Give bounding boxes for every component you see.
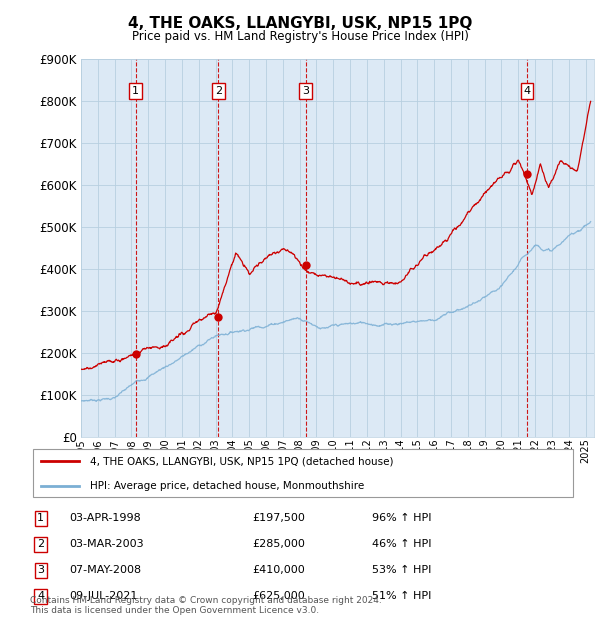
Text: 4, THE OAKS, LLANGYBI, USK, NP15 1PQ: 4, THE OAKS, LLANGYBI, USK, NP15 1PQ — [128, 16, 472, 30]
Text: Price paid vs. HM Land Registry's House Price Index (HPI): Price paid vs. HM Land Registry's House … — [131, 30, 469, 43]
Text: 3: 3 — [302, 86, 309, 96]
Text: 46% ↑ HPI: 46% ↑ HPI — [372, 539, 431, 549]
Text: 09-JUL-2021: 09-JUL-2021 — [69, 591, 137, 601]
Text: HPI: Average price, detached house, Monmouthshire: HPI: Average price, detached house, Monm… — [90, 481, 364, 491]
Text: £285,000: £285,000 — [252, 539, 305, 549]
Text: 1: 1 — [132, 86, 139, 96]
Text: 4: 4 — [37, 591, 44, 601]
Text: 07-MAY-2008: 07-MAY-2008 — [69, 565, 141, 575]
Text: 2: 2 — [37, 539, 44, 549]
Text: 4: 4 — [523, 86, 530, 96]
Text: 96% ↑ HPI: 96% ↑ HPI — [372, 513, 431, 523]
Text: £625,000: £625,000 — [252, 591, 305, 601]
Text: £197,500: £197,500 — [252, 513, 305, 523]
Text: 03-MAR-2003: 03-MAR-2003 — [69, 539, 143, 549]
Text: 4, THE OAKS, LLANGYBI, USK, NP15 1PQ (detached house): 4, THE OAKS, LLANGYBI, USK, NP15 1PQ (de… — [90, 456, 394, 466]
Text: 3: 3 — [37, 565, 44, 575]
Text: 03-APR-1998: 03-APR-1998 — [69, 513, 141, 523]
Text: 2: 2 — [215, 86, 222, 96]
Text: 53% ↑ HPI: 53% ↑ HPI — [372, 565, 431, 575]
Text: 1: 1 — [37, 513, 44, 523]
Text: £410,000: £410,000 — [252, 565, 305, 575]
Text: 51% ↑ HPI: 51% ↑ HPI — [372, 591, 431, 601]
FancyBboxPatch shape — [33, 448, 573, 497]
Text: Contains HM Land Registry data © Crown copyright and database right 2024.
This d: Contains HM Land Registry data © Crown c… — [30, 596, 382, 615]
